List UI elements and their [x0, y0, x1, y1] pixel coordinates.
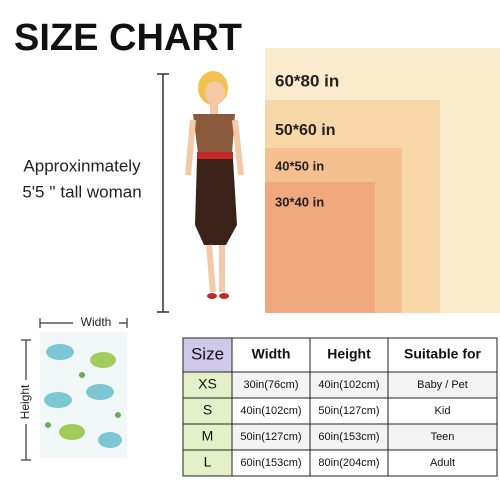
cell-text: 40in(102cm) — [318, 379, 379, 391]
cell-text: Kid — [435, 405, 451, 417]
cell — [387, 423, 498, 451]
blanket-label: 50*60 in — [275, 122, 335, 139]
cell — [387, 397, 498, 425]
cell-text: L — [204, 454, 212, 470]
cell-text: 40in(102cm) — [240, 405, 301, 417]
cell — [309, 449, 389, 477]
cell-text: 50in(127cm) — [318, 405, 379, 417]
blanket-s — [265, 182, 375, 313]
cell — [231, 371, 311, 399]
cell — [182, 371, 233, 399]
height-label: Height — [18, 384, 32, 419]
header-text: Suitable for — [404, 346, 482, 362]
cell-text: 80in(204cm) — [318, 457, 379, 469]
cell-text: Baby / Pet — [417, 379, 468, 391]
woman — [185, 71, 244, 299]
cell-text: Teen — [431, 431, 455, 443]
cell — [182, 423, 233, 451]
size-table: Size Width Height Suitable for XS 30in(76cm) 4… — [182, 337, 498, 477]
height-arrow — [157, 73, 169, 313]
cell-text: Adult — [430, 457, 455, 469]
header-text: Width — [252, 346, 291, 362]
blanket-sample — [40, 332, 127, 458]
blanket-label: 40*50 in — [275, 158, 324, 173]
title: SIZE CHART — [14, 17, 242, 59]
blanket-label: 30*40 in — [275, 194, 324, 209]
cell-text: 30in(76cm) — [243, 379, 298, 391]
cell — [387, 449, 498, 477]
cell-text: S — [203, 402, 212, 418]
cell-text: 60in(153cm) — [240, 457, 301, 469]
label-bg — [19, 380, 33, 424]
width-label: Width — [81, 315, 112, 329]
cell-text: 60in(153cm) — [318, 431, 379, 443]
cell-text: M — [202, 428, 214, 444]
cell-text: XS — [198, 376, 217, 392]
note: 5'5 '' tall woman — [22, 182, 141, 201]
cell — [231, 423, 311, 451]
header-cell — [387, 337, 498, 373]
note: Approxinmately — [23, 156, 141, 175]
cell — [387, 371, 498, 399]
header-cell — [309, 337, 389, 373]
header-text: Height — [327, 346, 371, 362]
blanket-label: 60*80 in — [275, 71, 339, 90]
cell-text: 50in(127cm) — [240, 431, 301, 443]
cell — [231, 449, 311, 477]
label-bg — [73, 316, 119, 330]
header-text: Size — [191, 344, 224, 363]
